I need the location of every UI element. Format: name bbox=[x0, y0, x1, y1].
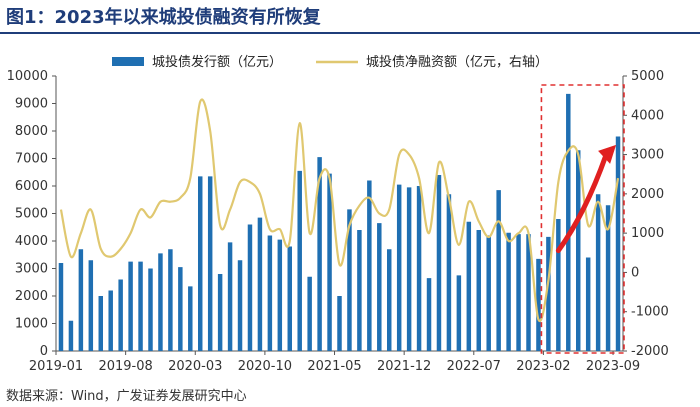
issuance-bar bbox=[595, 194, 601, 351]
issuance-bar bbox=[446, 194, 452, 351]
x-tick-label: 2019-01 bbox=[29, 359, 83, 374]
right-tick-label: 2000 bbox=[631, 187, 664, 202]
issuance-bar bbox=[237, 260, 243, 351]
issuance-bar bbox=[556, 219, 561, 351]
issuance-bar bbox=[247, 224, 253, 351]
issuance-bar bbox=[466, 221, 472, 351]
left-tick-label: 9000 bbox=[15, 97, 48, 112]
issuance-bar bbox=[406, 187, 412, 351]
issuance-bar bbox=[68, 320, 74, 351]
left-tick-label: 1000 bbox=[15, 317, 48, 332]
issuance-bar bbox=[317, 157, 322, 351]
issuance-bar bbox=[476, 230, 482, 351]
issuance-bar bbox=[267, 235, 273, 351]
issuance-bar bbox=[396, 184, 402, 351]
issuance-bar bbox=[615, 136, 621, 351]
x-tick-label: 2019-08 bbox=[98, 359, 152, 374]
issuance-bar bbox=[257, 217, 263, 351]
left-tick-label: 6000 bbox=[15, 179, 48, 194]
issuance-bar bbox=[536, 258, 541, 351]
chart-title: 图1：2023年以来城投债融资有所恢复 bbox=[6, 7, 321, 28]
chart-area: 0 1000 2000 3000 4000 5000 6000 7000 8000 9000 100… bbox=[7, 54, 669, 374]
issuance-bar bbox=[78, 249, 84, 351]
x-tick-label: 2023-09 bbox=[586, 359, 640, 374]
right-tick-label: 1000 bbox=[631, 226, 664, 241]
legend-bar-swatch bbox=[112, 57, 144, 66]
issuance-bar bbox=[605, 205, 611, 351]
issuance-bar bbox=[88, 260, 94, 351]
right-tick-label: 5000 bbox=[631, 69, 664, 84]
issuance-bar bbox=[496, 190, 501, 351]
source-note: 数据来源：Wind，广发证券发展研究中心 bbox=[6, 389, 247, 404]
legend-line-label: 城投债净融资额（亿元，右轴） bbox=[366, 54, 548, 70]
issuance-bar bbox=[128, 261, 133, 351]
left-tick-label: 10000 bbox=[7, 69, 48, 84]
issuance-bar bbox=[307, 276, 312, 351]
issuance-bar bbox=[486, 235, 491, 351]
x-tick-label: 2022-07 bbox=[447, 359, 501, 374]
issuance-bar bbox=[178, 267, 183, 351]
issuance-bar bbox=[357, 230, 362, 351]
title-bar: 图1：2023年以来城投债融资有所恢复 bbox=[0, 0, 700, 34]
issuance-bar bbox=[327, 173, 332, 351]
issuance-bar bbox=[58, 263, 64, 351]
issuance-bar bbox=[526, 234, 531, 351]
left-tick-label: 5000 bbox=[15, 207, 48, 222]
x-tick-label: 2021-05 bbox=[307, 359, 361, 374]
trend-arrow-shaft bbox=[555, 152, 609, 254]
issuance-bar bbox=[168, 249, 173, 351]
issuance-bar bbox=[506, 232, 511, 351]
issuance-bar bbox=[436, 175, 442, 351]
right-tick-label: 0 bbox=[631, 265, 639, 280]
issuance-bar bbox=[188, 286, 193, 351]
issuance-bar bbox=[98, 296, 104, 351]
issuance-bar bbox=[426, 278, 432, 351]
x-tick-label: 2020-10 bbox=[238, 359, 292, 374]
issuance-bar bbox=[277, 239, 283, 351]
x-tick-label: 2021-12 bbox=[377, 359, 431, 374]
right-tick-label: 4000 bbox=[631, 108, 664, 123]
left-tick-label: 2000 bbox=[15, 289, 48, 304]
x-tick-label: 2020-03 bbox=[168, 359, 222, 374]
issuance-bar bbox=[197, 176, 203, 351]
issuance-bar bbox=[297, 170, 302, 351]
issuance-bar bbox=[207, 176, 213, 351]
issuance-bar bbox=[546, 236, 551, 351]
issuance-bar bbox=[158, 253, 163, 351]
net-financing-line bbox=[59, 98, 620, 323]
issuance-bar bbox=[377, 223, 382, 351]
issuance-bar bbox=[386, 249, 392, 351]
issuance-bar bbox=[585, 257, 591, 351]
right-tick-label: 3000 bbox=[631, 148, 664, 163]
issuance-bar bbox=[217, 274, 223, 351]
issuance-bar bbox=[108, 290, 113, 351]
left-tick-label: 0 bbox=[40, 344, 48, 359]
x-tick-label: 2023-02 bbox=[516, 359, 570, 374]
issuance-bar bbox=[138, 261, 143, 351]
right-tick-label: -2000 bbox=[631, 344, 669, 359]
issuance-bar bbox=[575, 150, 581, 351]
issuance-bar bbox=[416, 186, 422, 351]
issuance-bar bbox=[227, 242, 233, 351]
highlight-box bbox=[540, 84, 625, 354]
issuance-bar bbox=[287, 246, 293, 351]
issuance-bar bbox=[367, 180, 372, 351]
issuance-bar bbox=[516, 234, 521, 351]
left-tick-label: 3000 bbox=[15, 262, 48, 277]
issuance-bar bbox=[456, 275, 462, 351]
issuance-bar bbox=[566, 93, 571, 351]
issuance-bar bbox=[118, 279, 123, 351]
trend-arrow-head bbox=[598, 144, 617, 164]
left-tick-label: 8000 bbox=[15, 124, 48, 139]
left-tick-label: 7000 bbox=[15, 152, 48, 167]
left-tick-label: 4000 bbox=[15, 234, 48, 249]
legend-bar-label: 城投债发行额（亿元） bbox=[152, 54, 282, 70]
issuance-bar bbox=[347, 209, 352, 351]
right-tick-label: -1000 bbox=[631, 305, 669, 320]
issuance-bar bbox=[337, 296, 342, 351]
issuance-bar bbox=[148, 268, 153, 351]
